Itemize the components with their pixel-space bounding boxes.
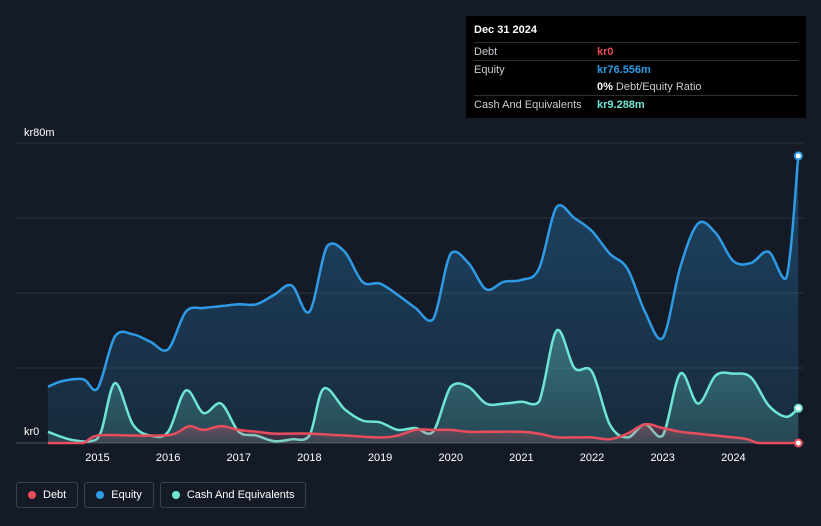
end-marker-debt xyxy=(793,438,803,448)
tooltip-row-equity: Equity kr76.556m xyxy=(474,60,798,78)
legend-dot-debt xyxy=(28,491,36,499)
series-area-cash-and-equivalents xyxy=(48,329,799,443)
tooltip-ratio-value: 0% xyxy=(597,80,613,93)
tooltip-debt-label: Debt xyxy=(474,45,498,58)
legend-item-equity[interactable]: Equity xyxy=(84,482,154,508)
series-line-equity xyxy=(47,155,800,392)
y-axis-top-label: kr80m xyxy=(24,127,55,139)
x-tick-label: 2019 xyxy=(368,452,392,464)
end-marker-equity xyxy=(793,151,803,161)
legend-item-debt[interactable]: Debt xyxy=(16,482,79,508)
tooltip-row-cash: Cash And Equivalents kr9.288m xyxy=(474,95,798,113)
series-area-debt xyxy=(48,424,799,443)
x-tick-label: 2015 xyxy=(85,452,109,464)
tooltip-date: Dec 31 2024 xyxy=(474,24,537,36)
legend-label-debt: Debt xyxy=(43,489,67,501)
end-markers xyxy=(793,151,803,448)
tooltip-equity-label: Equity xyxy=(474,63,505,76)
x-tick-label: 2018 xyxy=(297,452,321,464)
x-tick-label: 2020 xyxy=(438,452,462,464)
x-tick-label: 2017 xyxy=(227,452,251,464)
x-tick-label: 2021 xyxy=(509,452,533,464)
series-area-equity xyxy=(48,155,799,443)
legend-item-cash[interactable]: Cash And Equivalents xyxy=(159,482,307,508)
tooltip-debt-value: kr0 xyxy=(597,45,614,58)
tooltip-row-debt: Debt kr0 xyxy=(474,42,798,60)
y-axis-bottom-label: kr0 xyxy=(24,426,39,438)
series-line-debt xyxy=(48,422,799,445)
x-tick-label: 2023 xyxy=(650,452,674,464)
tooltip-equity-value: kr76.556m xyxy=(597,63,651,76)
x-tick-label: 2024 xyxy=(721,452,745,464)
tooltip-ratio-suffix: Debt/Equity Ratio xyxy=(615,80,702,93)
legend: Debt Equity Cash And Equivalents xyxy=(16,482,307,508)
tooltip-row-ratio: 0% Debt/Equity Ratio xyxy=(474,78,798,95)
x-tick-label: 2016 xyxy=(156,452,180,464)
tooltip: Dec 31 2024 Debt kr0 Equity kr76.556m 0%… xyxy=(466,16,806,118)
legend-label-cash: Cash And Equivalents xyxy=(186,489,295,501)
end-marker-cash-and-equivalents xyxy=(793,403,803,413)
x-tick-label: 2022 xyxy=(580,452,604,464)
legend-dot-cash xyxy=(171,491,180,499)
legend-dot-equity xyxy=(96,491,105,499)
x-axis: 2015 2016 2017 2018 2019 2020 2021 2022 2023 2024 xyxy=(85,452,745,464)
series-layer xyxy=(47,155,800,445)
tooltip-cash-value: kr9.288m xyxy=(597,98,645,111)
legend-label-equity: Equity xyxy=(111,489,142,501)
tooltip-cash-label: Cash And Equivalents xyxy=(474,98,582,111)
